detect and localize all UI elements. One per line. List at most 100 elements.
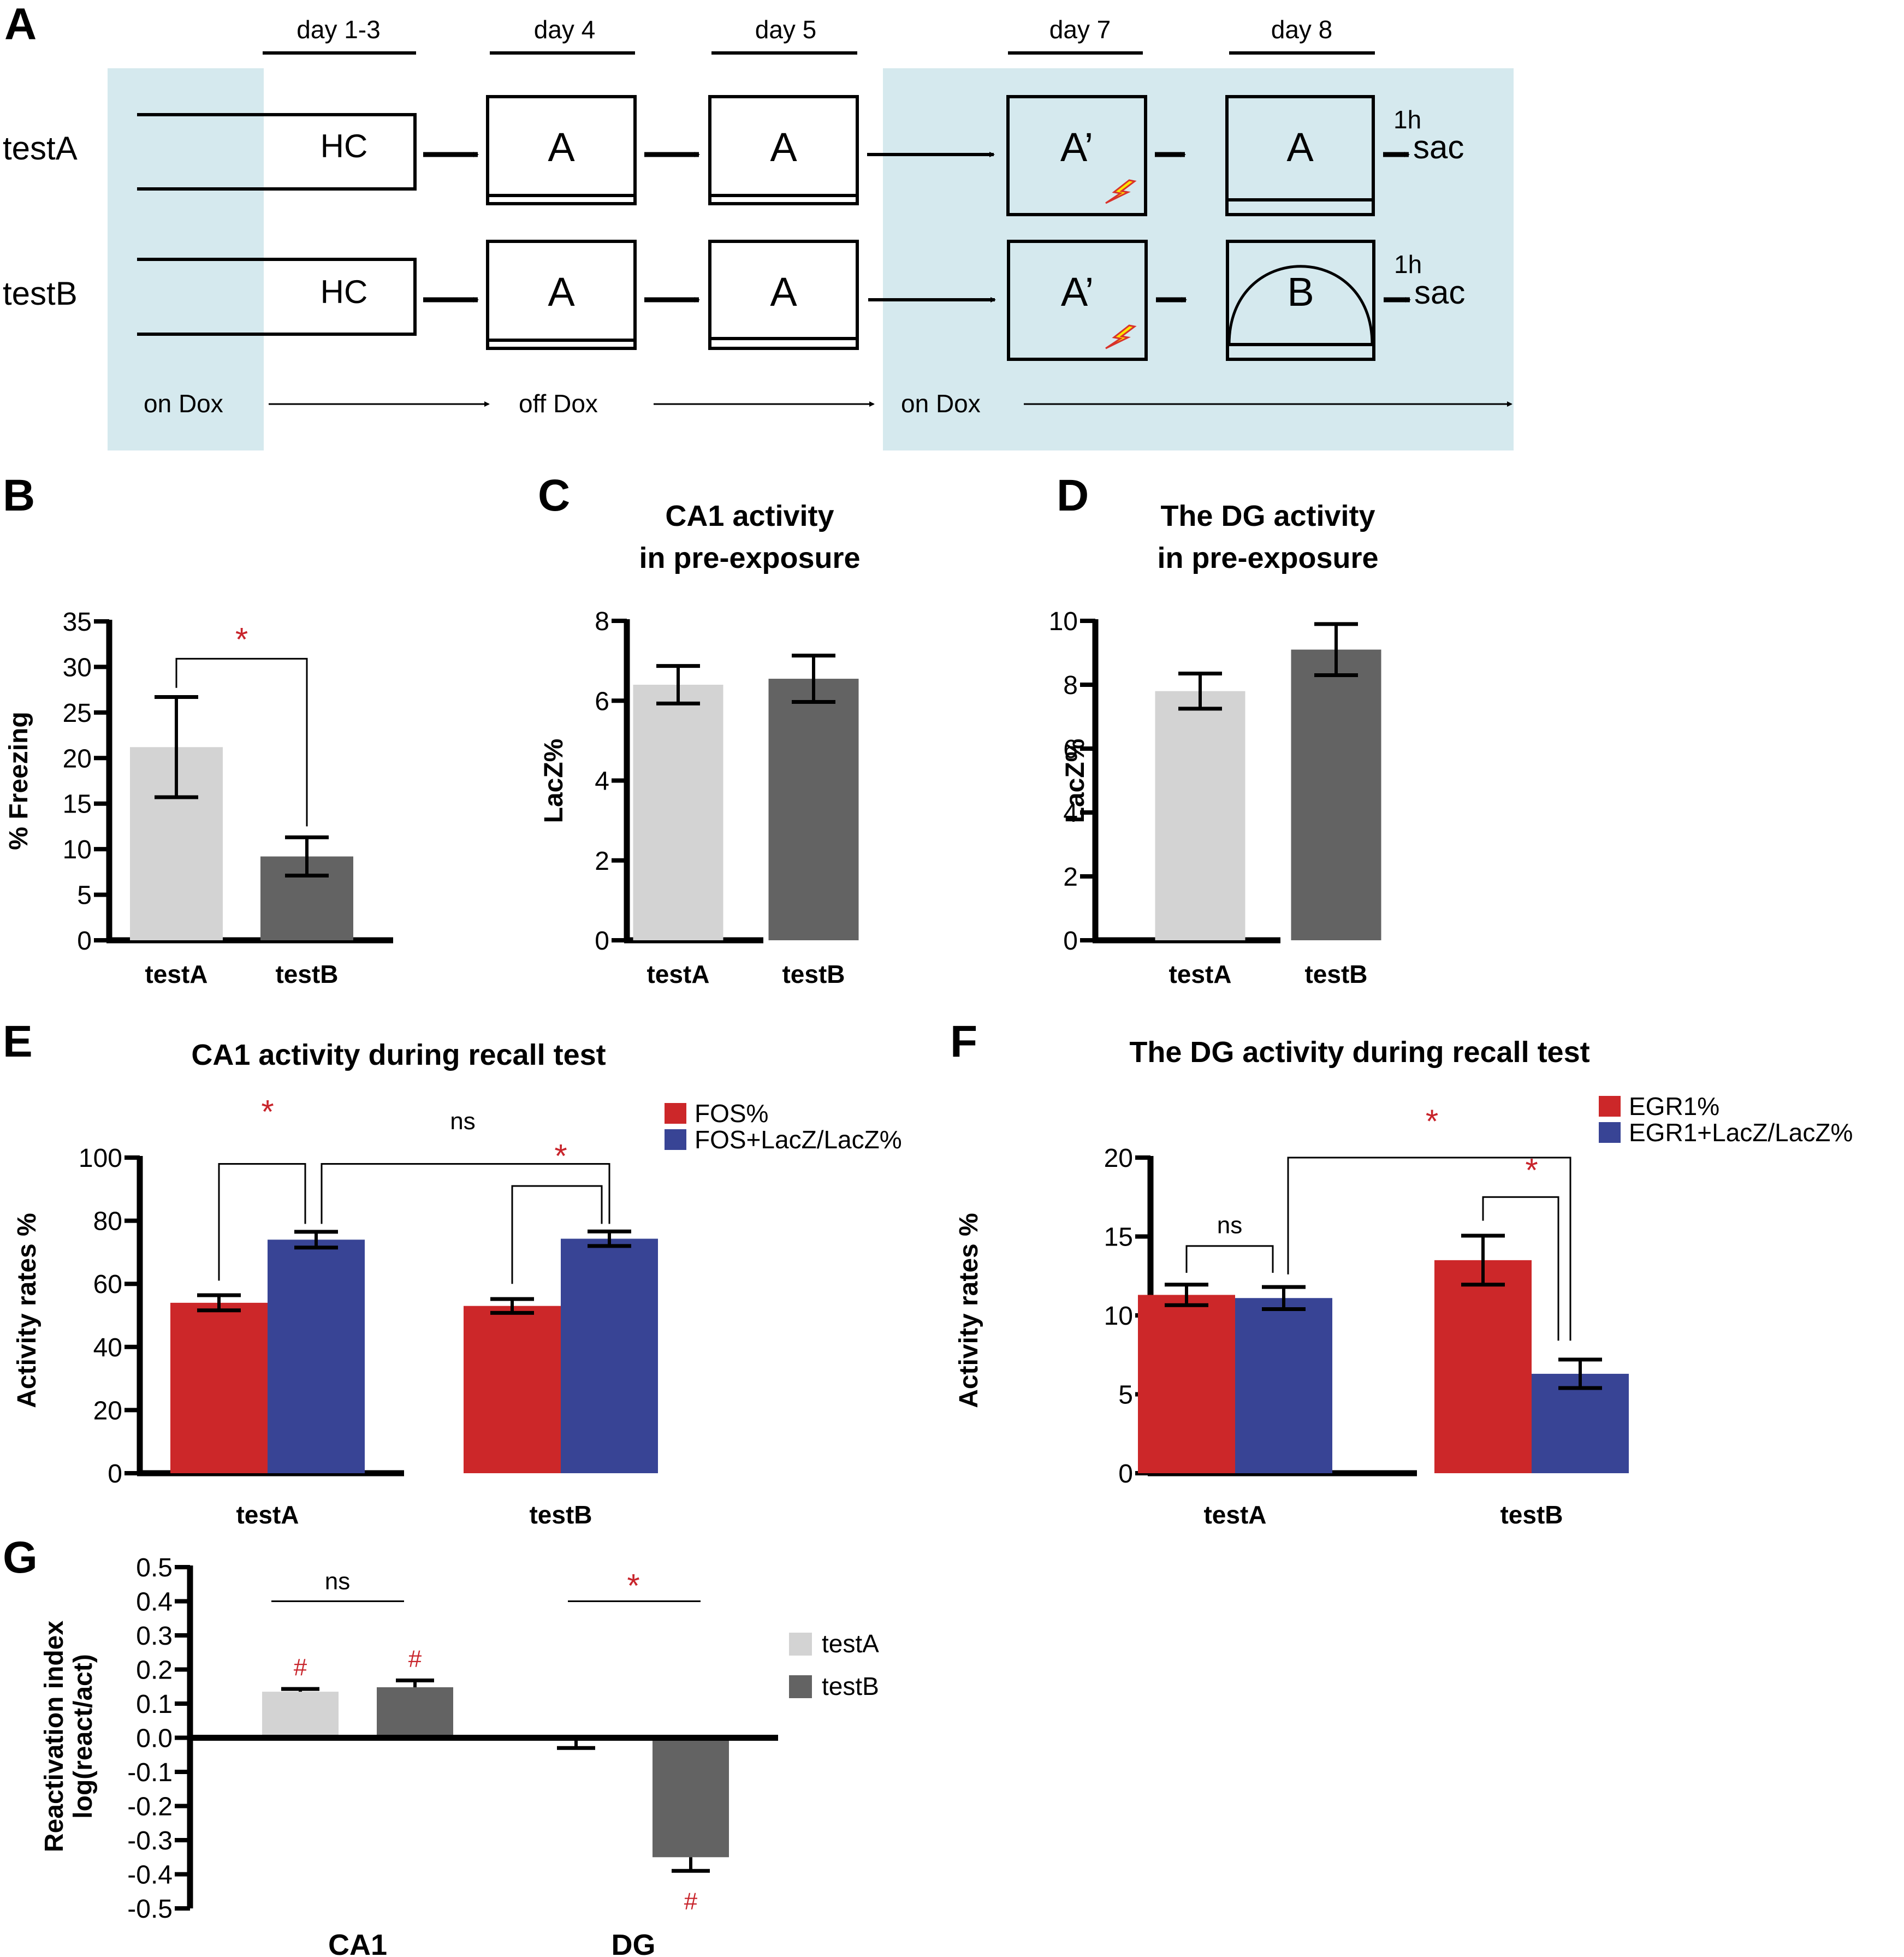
y-tick-label: 100	[79, 1144, 122, 1173]
y-tick-label: 0	[1063, 927, 1078, 956]
y-tick-label: 2	[595, 847, 609, 876]
arena-dome-icon	[1227, 265, 1374, 345]
y-axis-label: LacZ%	[539, 739, 568, 823]
y-tick-label: 10	[63, 835, 92, 864]
y-tick-label: -0.3	[127, 1826, 173, 1855]
y-tick-label: 0	[595, 927, 609, 956]
dox-label: off Dox	[519, 389, 598, 418]
x-tick-label: testA	[1169, 960, 1231, 988]
significance-bracket	[175, 657, 308, 827]
hash-marker: #	[684, 1888, 698, 1914]
y-tick-label: 6	[595, 687, 609, 716]
y-tick-label: 4	[1063, 799, 1078, 828]
significance-bracket	[321, 1163, 610, 1224]
significance-bracket	[1482, 1196, 1559, 1341]
chart-title-f: The DG activity during recall test	[1129, 1036, 1589, 1069]
step-context: A	[548, 269, 575, 315]
chart-title-d-line1: The DG activity	[1160, 500, 1375, 532]
y-tick-label: 80	[93, 1207, 122, 1236]
bar-testa-blue	[268, 1240, 365, 1473]
legend-swatch	[1599, 1122, 1621, 1143]
significance-star: *	[235, 621, 248, 657]
y-tick-label: 2	[1063, 863, 1078, 892]
chart-title-c-line2: in pre-exposure	[639, 542, 860, 574]
step-context: A	[1286, 124, 1314, 170]
dox-on-region-2	[883, 68, 1514, 450]
step-context: B	[1287, 269, 1314, 315]
sac-label: sac	[1414, 274, 1465, 311]
row-label: testA	[3, 130, 78, 167]
hash-marker: #	[294, 1654, 307, 1681]
chart-e: 0 20 40 60 80 100 testA testB Activity rates % FO…	[13, 1093, 902, 1529]
panel-letter-c: C	[538, 471, 570, 520]
bar-testa-red	[170, 1302, 268, 1473]
delay-label: 1h	[1394, 250, 1422, 278]
panel-letter-g: G	[3, 1533, 38, 1582]
significance-bracket	[1185, 1245, 1274, 1273]
y-tick-label: 0.5	[136, 1553, 173, 1582]
panel-letter-b: B	[3, 471, 35, 520]
y-tick-label: 25	[63, 699, 92, 728]
bar-testb	[768, 679, 859, 940]
y-tick-label: 5	[77, 881, 92, 910]
step-hc: HC	[321, 128, 368, 164]
x-tick-label: testA	[145, 960, 207, 988]
y-tick-label: 0	[1118, 1460, 1133, 1488]
significance-star: *	[1426, 1103, 1438, 1140]
chart-g: -0.5 -0.4 -0.3 -0.2 -0.1 0.0 0.1 0.2 0.3 0.4 0.5 # #…	[40, 1553, 879, 1957]
y-axis-label: % Freezing	[4, 711, 33, 850]
y-tick-label: 15	[63, 790, 92, 819]
day-label: day 8	[1271, 15, 1333, 44]
legend-swatch	[789, 1633, 812, 1656]
y-tick-label: 20	[93, 1396, 122, 1425]
chart-title-c-line1: CA1 activity	[665, 500, 834, 532]
bar-ca1-testa	[262, 1692, 339, 1738]
step-context-shock: A’	[1060, 124, 1093, 170]
protocol-row-testb: testB HC A A A’ B 1h sac	[3, 240, 1465, 361]
y-tick-label: 10	[1104, 1302, 1133, 1331]
y-tick-label: 4	[595, 767, 609, 796]
y-tick-label: 0.0	[136, 1724, 173, 1753]
row-label: testB	[3, 275, 78, 312]
significance-label: ns	[1217, 1212, 1242, 1239]
y-tick-label: 10	[1049, 607, 1078, 636]
y-tick-label: -0.4	[127, 1861, 173, 1890]
bar-testb-blue	[561, 1238, 658, 1473]
legend-swatch	[665, 1129, 686, 1150]
sac-label: sac	[1413, 129, 1464, 165]
y-tick-label: 0	[77, 927, 92, 956]
delay-label: 1h	[1393, 105, 1421, 134]
y-tick-label: 20	[1104, 1144, 1133, 1173]
y-tick-label: 30	[63, 653, 92, 682]
y-tick-label: 15	[1104, 1223, 1133, 1252]
significance-star: *	[261, 1093, 274, 1130]
dox-label: on Dox	[144, 389, 223, 418]
panel-a: A day 1-3 day 4 day 5 day 7 day 8 testA …	[3, 0, 1514, 450]
bar-ca1-testb	[377, 1687, 453, 1738]
step-hc: HC	[321, 274, 368, 310]
hash-marker: #	[408, 1646, 422, 1673]
panel-letter-a: A	[4, 0, 37, 49]
legend-label: EGR1+LacZ/LacZ%	[1629, 1118, 1853, 1147]
significance-label: ns	[325, 1568, 350, 1595]
y-tick-label: 60	[93, 1270, 122, 1299]
step-context-shock: A’	[1061, 269, 1094, 315]
y-tick-label: 40	[93, 1333, 122, 1362]
x-tick-label: testB	[782, 960, 845, 988]
y-tick-label: -0.1	[127, 1758, 173, 1787]
chart-c: 0 2 4 6 8 testA testB LacZ%	[539, 607, 859, 988]
y-tick-label: 5	[1118, 1381, 1133, 1410]
panel-letter-f: F	[950, 1017, 977, 1066]
protocol-row-testa: testA HC A A A’ A 1h sac	[3, 95, 1464, 216]
step-context: A	[770, 269, 797, 315]
bar-testb-red	[1434, 1260, 1532, 1473]
bar-testa	[633, 685, 723, 940]
bar-testa-blue	[1235, 1298, 1332, 1473]
significance-bracket	[511, 1185, 603, 1284]
significance-star: *	[627, 1568, 639, 1604]
legend-label: testB	[822, 1672, 879, 1700]
lightning-shock-icon	[1105, 324, 1137, 349]
legend-swatch	[789, 1675, 812, 1698]
panel-letter-e: E	[3, 1017, 33, 1066]
x-tick-label: testB	[529, 1501, 592, 1529]
